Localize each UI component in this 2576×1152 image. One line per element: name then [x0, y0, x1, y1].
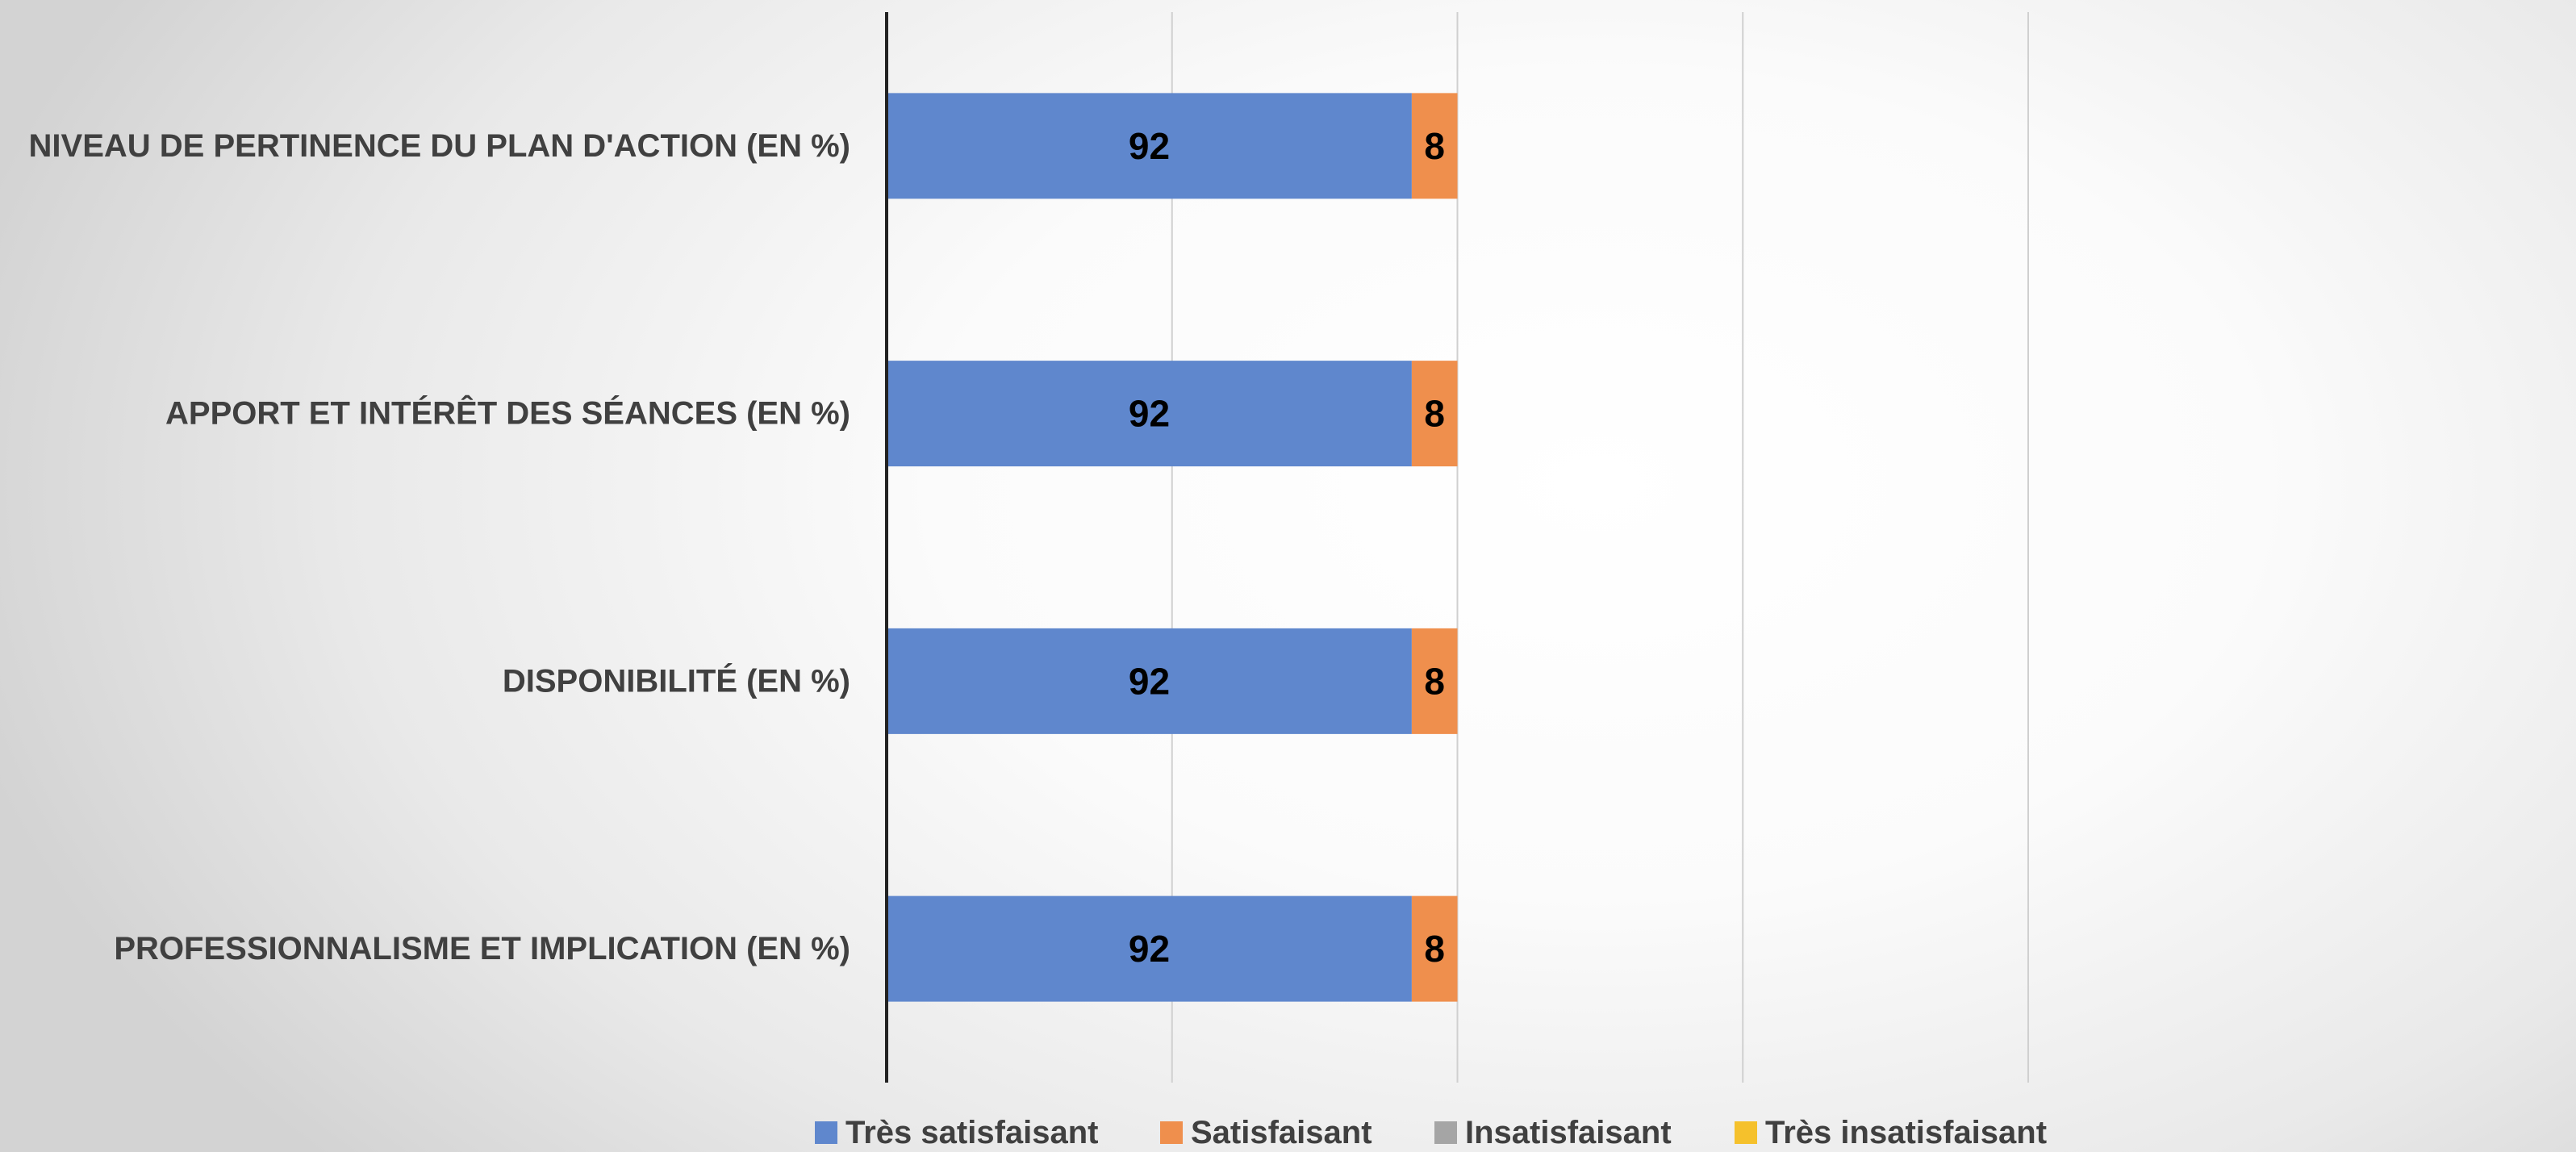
data-labels: 92 8 92 8 92 8 92 8	[1129, 125, 1445, 970]
data-label: 92	[1129, 393, 1170, 435]
legend: Très satisfaisant Satisfaisant Insatisfais…	[815, 1115, 2047, 1150]
data-label: 92	[1129, 660, 1170, 702]
data-label: 92	[1129, 928, 1170, 970]
data-label: 8	[1424, 125, 1445, 167]
legend-swatch	[1735, 1121, 1757, 1144]
category-label: APPORT ET INTÉRÊT DES SÉANCES (EN %)	[165, 394, 850, 432]
bar-segment	[1411, 628, 1458, 734]
legend-label: Satisfaisant	[1191, 1115, 1372, 1150]
bar-segment	[887, 628, 1412, 734]
bar-segment	[887, 361, 1412, 467]
legend-swatch	[815, 1121, 837, 1144]
bar-segment	[887, 895, 1412, 1002]
bar-segment	[887, 93, 1412, 199]
bar-segment	[1411, 895, 1458, 1002]
category-label: PROFESSIONNALISME ET IMPLICATION (EN %)	[114, 931, 850, 966]
data-label: 8	[1424, 660, 1445, 702]
bar-segment	[1411, 361, 1458, 467]
bars	[887, 93, 1458, 1002]
bar-segment	[1411, 93, 1458, 199]
category-label: NIVEAU DE PERTINENCE DU PLAN D'ACTION (E…	[29, 128, 850, 164]
category-label: DISPONIBILITÉ (EN %)	[503, 662, 850, 699]
legend-label: Très satisfaisant	[845, 1115, 1099, 1150]
legend-swatch	[1160, 1121, 1183, 1144]
category-labels: NIVEAU DE PERTINENCE DU PLAN D'ACTION (E…	[29, 128, 850, 966]
legend-label: Très insatisfaisant	[1765, 1115, 2047, 1150]
data-label: 8	[1424, 393, 1445, 435]
legend-swatch	[1434, 1121, 1457, 1144]
legend-label: Insatisfaisant	[1465, 1115, 1672, 1150]
data-label: 8	[1424, 928, 1445, 970]
data-label: 92	[1129, 125, 1170, 167]
